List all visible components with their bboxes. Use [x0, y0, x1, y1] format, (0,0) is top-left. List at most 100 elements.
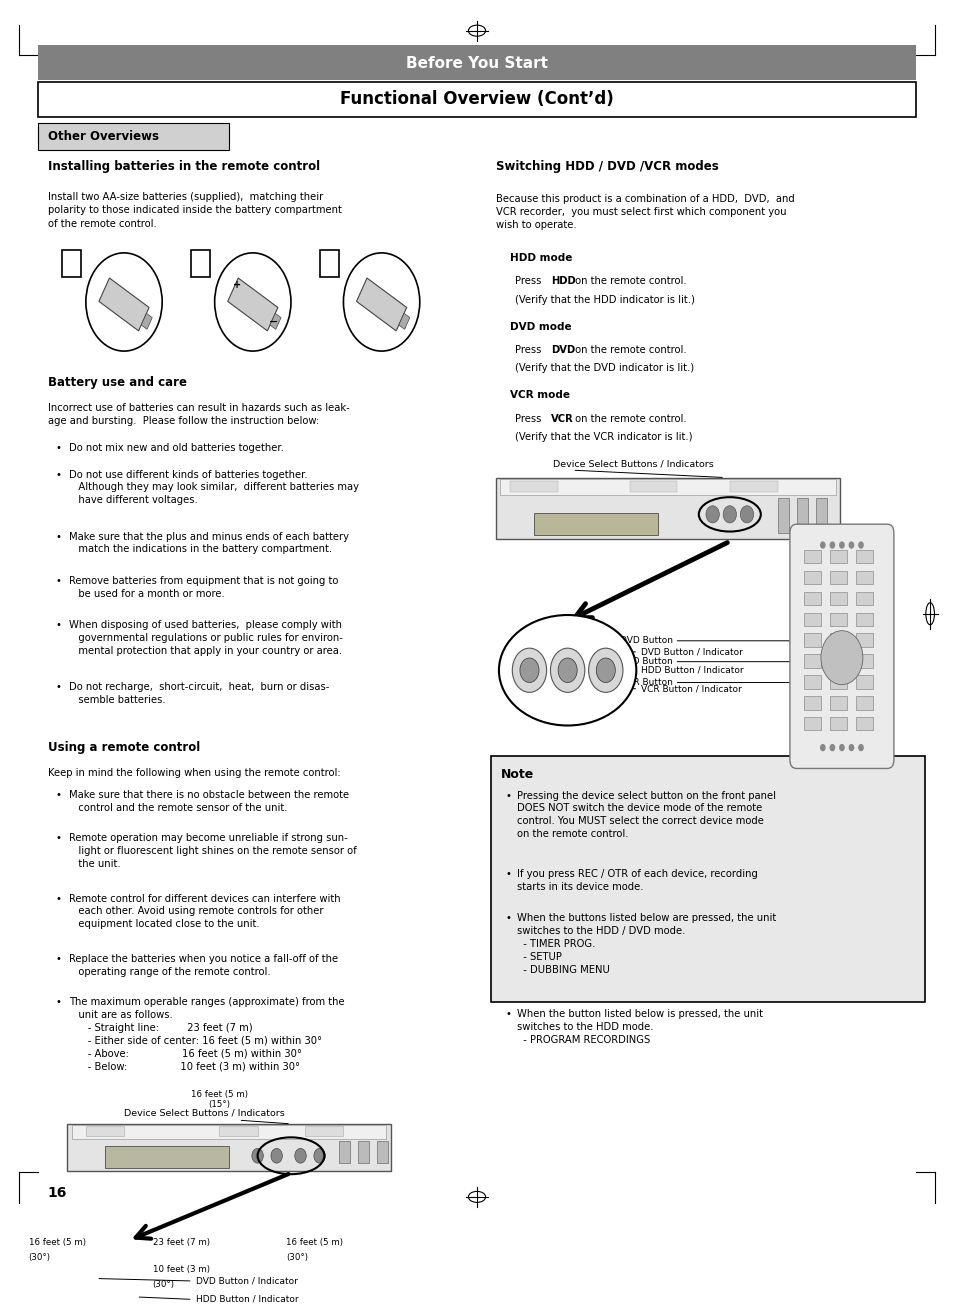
Text: VCR mode: VCR mode [510, 390, 570, 401]
Text: +: + [233, 279, 241, 290]
Bar [496, 478, 839, 539]
Bar [829, 654, 846, 667]
Text: Install two AA-size batteries (supplied),  matching their
polarity to those indi: Install two AA-size batteries (supplied)… [48, 192, 341, 229]
Text: •: • [55, 470, 61, 479]
Bar [629, 481, 677, 492]
Text: on the remote control.: on the remote control. [572, 276, 686, 286]
Bar [829, 550, 846, 563]
Text: Press: Press [515, 276, 544, 286]
Text: •: • [55, 893, 61, 904]
Bar [855, 675, 872, 688]
Text: Press: Press [515, 414, 544, 423]
Text: (Verify that the DVD indicator is lit.): (Verify that the DVD indicator is lit.) [515, 363, 694, 374]
Bar [67, 1124, 391, 1170]
Text: (15°): (15°) [208, 1100, 231, 1109]
Text: Make sure that the plus and minus ends of each battery
   match the indications : Make sure that the plus and minus ends o… [69, 532, 349, 554]
Text: •: • [505, 913, 511, 923]
Text: •: • [55, 620, 61, 629]
Circle shape [271, 1148, 282, 1164]
Bar [855, 592, 872, 605]
Ellipse shape [498, 615, 636, 726]
Text: Note: Note [500, 768, 534, 781]
Bar [729, 481, 777, 492]
Polygon shape [270, 313, 281, 329]
Circle shape [838, 744, 843, 751]
Bar [357, 1141, 369, 1164]
Text: Remove batteries from equipment that is not going to
   be used for a month or m: Remove batteries from equipment that is … [69, 576, 337, 598]
Text: (Verify that the HDD indicator is lit.): (Verify that the HDD indicator is lit.) [515, 295, 695, 304]
Bar [803, 696, 821, 709]
Text: DVD Button: DVD Button [618, 636, 672, 645]
Circle shape [314, 1148, 325, 1164]
Circle shape [519, 658, 538, 683]
Text: DVD Button / Indicator: DVD Button / Indicator [195, 1276, 297, 1285]
Bar [829, 592, 846, 605]
Polygon shape [99, 278, 149, 330]
Text: 16 feet (5 m): 16 feet (5 m) [29, 1238, 86, 1247]
Text: VCR: VCR [551, 414, 574, 423]
Text: DVD: DVD [551, 345, 575, 355]
Text: •: • [55, 443, 61, 453]
Text: HDD: HDD [551, 276, 576, 286]
Text: Keep in mind the following when using the remote control:: Keep in mind the following when using th… [48, 768, 340, 778]
Text: The maximum operable ranges (approximate) from the
   unit are as follows.
     : The maximum operable ranges (approximate… [69, 998, 344, 1071]
Text: Replace the batteries when you notice a fall-off of the
   operating range of th: Replace the batteries when you notice a … [69, 955, 337, 977]
Bar [38, 46, 915, 80]
Circle shape [558, 658, 577, 683]
Bar [338, 1141, 350, 1164]
Text: When disposing of used batteries,  please comply with
   governmental regulation: When disposing of used batteries, please… [69, 620, 342, 656]
Bar [803, 675, 821, 688]
Text: VCR Button: VCR Button [620, 678, 672, 687]
Polygon shape [141, 313, 152, 329]
Text: •: • [55, 682, 61, 692]
Bar [499, 479, 835, 495]
Bar [829, 675, 846, 688]
Circle shape [70, 1281, 89, 1306]
Circle shape [294, 1148, 306, 1164]
Circle shape [102, 1271, 136, 1306]
Bar [803, 550, 821, 563]
Text: •: • [505, 1010, 511, 1019]
Text: (30°): (30°) [152, 1280, 174, 1289]
Text: •: • [505, 790, 511, 801]
Bar [855, 613, 872, 626]
Text: Do not mix new and old batteries together.: Do not mix new and old batteries togethe… [69, 443, 283, 453]
Bar [803, 633, 821, 646]
Text: Battery use and care: Battery use and care [48, 376, 187, 389]
Text: Installing batteries in the remote control: Installing batteries in the remote contr… [48, 159, 319, 172]
Circle shape [62, 1271, 96, 1306]
Text: Incorrect use of batteries can result in hazards such as leak-
age and bursting.: Incorrect use of batteries can result in… [48, 402, 349, 426]
Text: on the remote control.: on the remote control. [572, 414, 686, 423]
Circle shape [110, 1281, 129, 1306]
Text: 16: 16 [48, 1186, 67, 1200]
Text: Before You Start: Before You Start [406, 56, 547, 71]
Bar [829, 571, 846, 584]
Bar [803, 592, 821, 605]
Ellipse shape [48, 1238, 191, 1306]
Text: Other Overviews: Other Overviews [48, 129, 158, 142]
Text: VCR Button / Indicator: VCR Button / Indicator [640, 684, 741, 693]
Circle shape [512, 648, 546, 692]
Bar [796, 499, 807, 533]
Circle shape [828, 542, 835, 549]
Text: •: • [55, 955, 61, 964]
Bar [829, 696, 846, 709]
Text: •: • [55, 790, 61, 801]
Bar [62, 251, 81, 277]
Bar [803, 571, 821, 584]
Bar [855, 633, 872, 646]
Bar [376, 1141, 388, 1164]
Text: •: • [55, 833, 61, 842]
Text: Press: Press [515, 345, 544, 355]
Bar [510, 481, 558, 492]
Bar [38, 82, 915, 116]
Text: DVD mode: DVD mode [510, 321, 572, 332]
Bar [803, 654, 821, 667]
Text: 16 feet (5 m): 16 feet (5 m) [286, 1238, 343, 1247]
Text: −: − [269, 316, 278, 326]
Text: Do not recharge,  short-circuit,  heat,  burn or disas-
   semble batteries.: Do not recharge, short-circuit, heat, bu… [69, 682, 329, 705]
Text: •: • [55, 576, 61, 585]
Text: When the buttons listed below are pressed, the unit
switches to the HDD / DVD mo: When the buttons listed below are presse… [517, 913, 776, 974]
Circle shape [828, 744, 835, 751]
Bar [829, 633, 846, 646]
